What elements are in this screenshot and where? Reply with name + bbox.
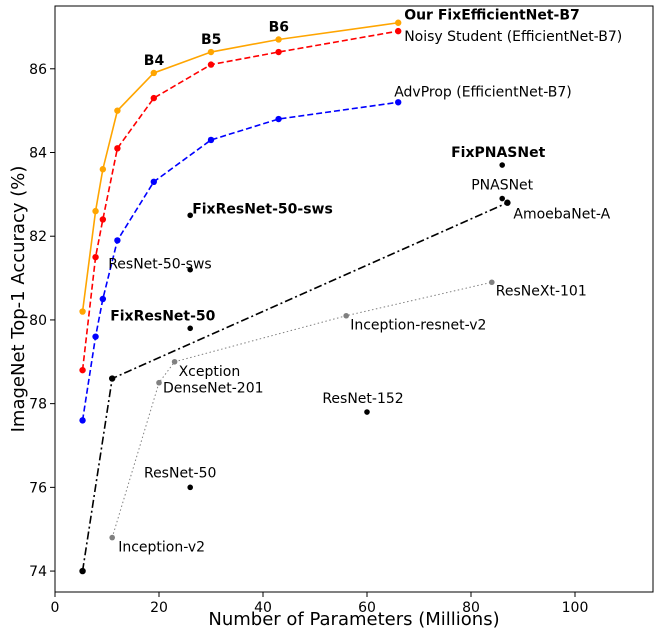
series-point-0 (79, 308, 86, 315)
label-xception: Xception (179, 364, 241, 380)
model-point-fixresnet-50 (187, 325, 193, 332)
label-noisy-student-efficientnet-b7: Noisy Student (EfficientNet-B7) (404, 29, 622, 45)
x-tick-label: 100 (562, 600, 589, 616)
x-tick-label: 0 (51, 600, 60, 616)
label-pnasnet: PNASNet (471, 178, 533, 194)
y-tick-label: 86 (29, 62, 47, 78)
series-point-1 (99, 216, 107, 223)
x-tick-label: 80 (462, 600, 480, 616)
label-b6: B6 (269, 19, 289, 35)
series-point-0 (92, 207, 99, 215)
y-axis-label: ImageNet Top-1 Accuracy (%) (8, 166, 29, 433)
label-inception-v2: Inception-v2 (118, 540, 205, 556)
model-point-fixpnasnet (499, 162, 506, 168)
label-densenet-201: DenseNet-201 (163, 381, 264, 397)
y-tick-label: 80 (29, 313, 47, 329)
series-point-3 (109, 375, 116, 382)
model-point-resnet-50 (187, 484, 193, 491)
series-point-1 (395, 27, 402, 35)
label-b5: B5 (201, 32, 221, 48)
label-fixresnet-50-sws: FixResNet-50-sws (192, 201, 333, 217)
series-point-1 (79, 366, 86, 374)
y-tick-label: 82 (29, 229, 47, 245)
series-point-2 (207, 136, 215, 144)
y-tick-label: 74 (29, 564, 47, 580)
series-point-1 (275, 48, 282, 56)
x-axis-label: Number of Parameters (Millions) (208, 609, 499, 630)
label-advprop-efficientnet-b7: AdvProp (EfficientNet-B7) (394, 84, 572, 100)
series-layer (79, 19, 511, 575)
model-point-fixresnet-50-sws (187, 212, 193, 219)
series-point-4 (489, 279, 495, 286)
label-inception-resnet-v2: Inception-resnet-v2 (350, 318, 486, 334)
x-tick-label: 60 (358, 600, 376, 616)
series-point-2 (92, 333, 99, 340)
points-layer (187, 162, 511, 491)
series-point-0 (99, 166, 107, 173)
series-point-0 (150, 69, 157, 77)
label-b4: B4 (144, 53, 165, 69)
y-tick-label: 84 (29, 146, 47, 162)
series-point-2 (275, 115, 282, 123)
series-line-2 (81, 101, 399, 421)
x-tick-label: 20 (150, 600, 168, 616)
series-point-2 (150, 178, 157, 185)
series-point-4 (109, 534, 115, 541)
label-resnext-101: ResNeXt-101 (496, 283, 587, 299)
y-tick-label: 76 (29, 480, 47, 496)
label-fixresnet-50: FixResNet-50 (110, 308, 215, 324)
series-point-4 (171, 358, 178, 365)
series-line-0 (81, 21, 399, 312)
series-point-2 (395, 99, 402, 106)
series-point-3 (79, 567, 86, 575)
y-axis: 74 76 78 80 82 84 86 (29, 62, 55, 580)
model-point-resnet-50-sws (187, 266, 193, 273)
model-point-resnet-152 (364, 409, 370, 415)
model-point-pnasnet (499, 195, 506, 202)
label-resnet-50-sws: ResNet-50-sws (108, 257, 212, 273)
series-line-1 (81, 30, 399, 371)
x-tick-label: 40 (254, 600, 272, 616)
series-point-4 (156, 379, 162, 386)
label-amoebanet-a: AmoebaNet-A (513, 207, 610, 223)
series-point-0 (275, 36, 282, 43)
series-point-2 (79, 417, 86, 424)
plot-frame (54, 5, 654, 593)
series-point-1 (207, 61, 215, 68)
series-point-1 (150, 94, 157, 102)
annotations-layer: B4 B5 B6 Our FixEfficientNet-B7 Noisy Studen… (108, 8, 622, 556)
series-point-2 (114, 237, 121, 244)
series-point-4 (343, 312, 350, 319)
series-point-1 (114, 145, 121, 152)
series-point-0 (207, 48, 215, 56)
label-resnet-152: ResNet-152 (322, 391, 403, 407)
series-point-2 (99, 295, 107, 303)
label-our-fixefficientnet-b7: Our FixEfficientNet-B7 (404, 8, 580, 24)
y-tick-label: 78 (29, 397, 47, 413)
model-point-amoebanet-a (504, 199, 511, 206)
series-point-0 (114, 107, 121, 114)
label-fixpnasnet: FixPNASNet (451, 145, 546, 161)
series-point-1 (92, 253, 99, 261)
label-resnet-50: ResNet-50 (144, 465, 216, 481)
series-point-0 (395, 19, 402, 26)
x-axis: 0 20 40 60 80 100 (51, 592, 589, 616)
